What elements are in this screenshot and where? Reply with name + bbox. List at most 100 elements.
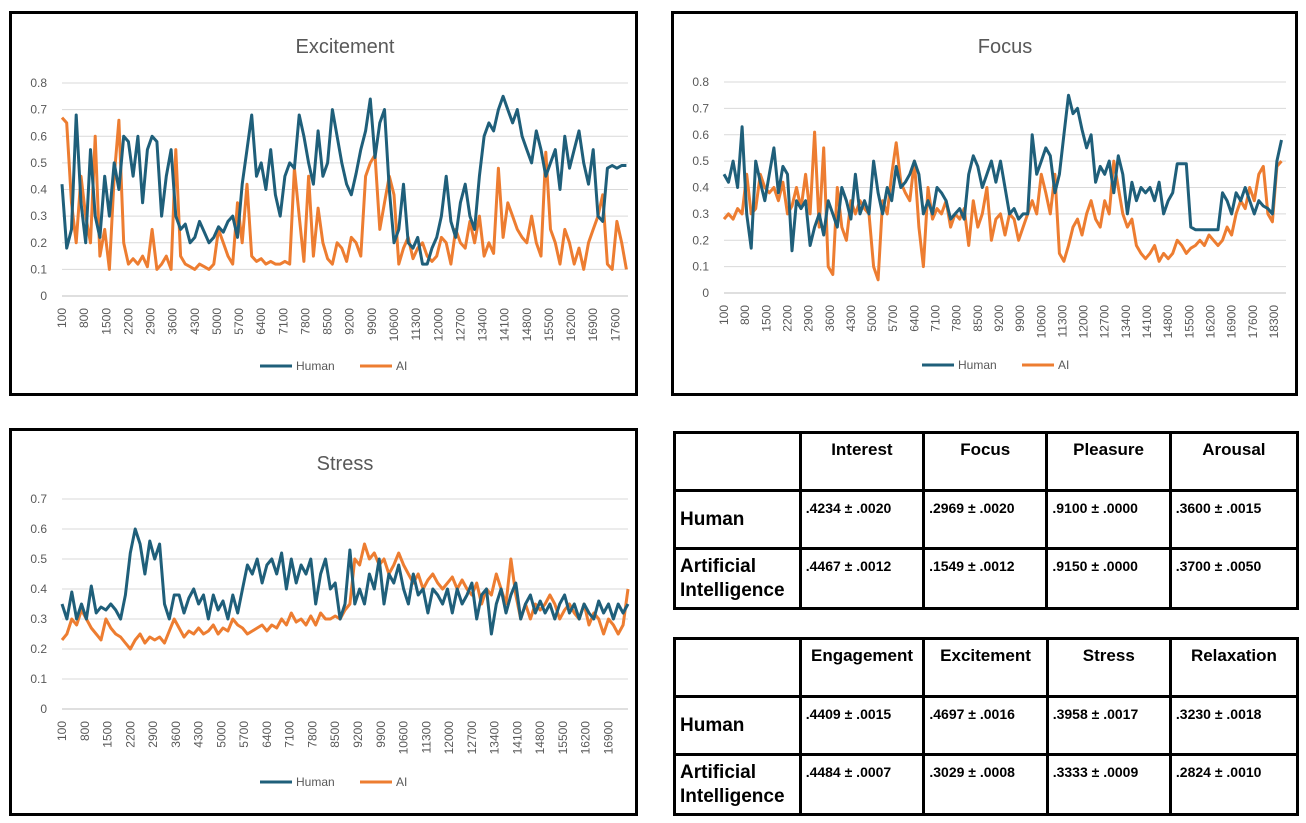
table-row: Artificial Intelligence .4484 ± .0007 .3… [673, 753, 1300, 816]
x-tick-label: 16900 [586, 308, 600, 342]
x-tick-label: 14800 [520, 308, 534, 342]
table-cell: .4484 ± .0007 [798, 753, 926, 816]
x-tick-label: 4300 [844, 305, 858, 332]
focus-chart-panel: Focus 0 0.1 0.2 0.3 0.4 0.5 0.6 0.7 0.8 100 800 1500… [671, 11, 1298, 396]
x-tick-label: 7100 [283, 721, 297, 748]
x-tick-label: 14100 [498, 308, 512, 342]
x-tick-label: 6400 [260, 721, 274, 748]
x-tick-label: 14100 [1140, 305, 1154, 339]
x-tick-label: 13400 [488, 721, 502, 755]
y-tick-label: 0.7 [30, 492, 47, 506]
table-row: Human .4234 ± .0020 .2969 ± .0020 .9100 … [673, 489, 1300, 550]
y-tick-label: 0.8 [30, 76, 47, 90]
x-tick-label: 13400 [476, 308, 490, 342]
focus-chart: Focus 0 0.1 0.2 0.3 0.4 0.5 0.6 0.7 0.8 100 800 1500… [692, 36, 1286, 372]
table-header-cell: Stress [1045, 637, 1172, 698]
legend-label: AI [1058, 358, 1069, 372]
y-tick-label: 0.1 [30, 262, 47, 276]
table-header-cell: Engagement [798, 637, 926, 698]
stats-table-2: Engagement Excitement Stress Relaxation … [673, 637, 1300, 816]
table-header-cell: Interest [798, 431, 926, 492]
x-tick-label: 7800 [298, 308, 312, 335]
table-header-row: Engagement Excitement Stress Relaxation [673, 637, 1300, 698]
series-line-human [722, 93, 1283, 253]
x-tick-label: 14100 [510, 721, 524, 755]
table-cell: .3333 ± .0009 [1045, 753, 1172, 816]
table-cell: .4697 ± .0016 [922, 695, 1049, 756]
x-tick-label: 10600 [397, 721, 411, 755]
x-tick-label: 9900 [365, 308, 379, 335]
legend-label: Human [958, 358, 997, 372]
x-tick-label: 9900 [374, 721, 388, 748]
x-tick-label: 2900 [802, 305, 816, 332]
y-tick-label: 0.7 [30, 103, 47, 117]
x-tick-label: 100 [717, 305, 731, 325]
row-label: Artificial Intelligence [673, 547, 802, 610]
y-tick-label: 0.2 [692, 233, 709, 247]
y-tick-label: 0.2 [30, 236, 47, 250]
x-tick-label: 14800 [1161, 305, 1175, 339]
chart-title: Stress [317, 453, 374, 475]
y-tick-label: 0.4 [692, 181, 709, 195]
x-tick-label: 15500 [556, 721, 570, 755]
x-tick-label: 12000 [431, 308, 445, 342]
x-tick-label: 5700 [886, 305, 900, 332]
table-row: Artificial Intelligence .4467 ± .0012 .1… [673, 547, 1300, 610]
x-tick-label: 16200 [564, 308, 578, 342]
x-tick-label: 17600 [608, 308, 622, 342]
x-tick-label: 5000 [210, 308, 224, 335]
y-tick-label: 0.3 [692, 207, 709, 221]
x-tick-label: 16200 [579, 721, 593, 755]
x-tick-label: 11300 [1055, 305, 1069, 338]
x-tick-label: 1500 [99, 308, 113, 335]
y-tick-label: 0.5 [30, 552, 47, 566]
x-tick-label: 9200 [351, 721, 365, 748]
table-header-cell: Relaxation [1168, 637, 1300, 698]
x-tick-label: 10600 [387, 308, 401, 342]
table-cell: .3230 ± .0018 [1168, 695, 1300, 756]
table-header-cell: Arousal [1168, 431, 1300, 492]
legend-label: AI [396, 359, 407, 373]
x-tick-label: 2900 [146, 721, 160, 748]
x-tick-label: 12000 [1077, 305, 1091, 339]
x-tick-label: 800 [78, 721, 92, 741]
table-cell: .4234 ± .0020 [798, 489, 926, 550]
y-tick-label: 0.6 [30, 129, 47, 143]
stress-chart: Stress 0 0.1 0.2 0.3 0.4 0.5 0.6 0.7 100 800 1500 22… [30, 453, 630, 789]
x-tick-label: 16900 [601, 721, 615, 755]
y-tick-label: 0.7 [692, 101, 709, 115]
x-tick-label: 9200 [343, 308, 357, 335]
x-tick-label: 9200 [992, 305, 1006, 332]
x-tick-label: 6400 [254, 308, 268, 335]
y-tick-label: 0.1 [692, 260, 709, 274]
y-tick-label: 0.2 [30, 642, 47, 656]
x-tick-label: 17600 [1246, 305, 1260, 339]
row-label: Human [673, 695, 802, 756]
table-header-cell: Focus [922, 431, 1049, 492]
legend-label: AI [396, 775, 407, 789]
table-cell: .2824 ± .0010 [1168, 753, 1300, 816]
x-tick-label: 8500 [328, 721, 342, 748]
y-tick-label: 0 [702, 286, 709, 300]
table-header-row: Interest Focus Pleasure Arousal [673, 431, 1300, 492]
stress-chart-panel: Stress 0 0.1 0.2 0.3 0.4 0.5 0.6 0.7 100 800 1500 22… [9, 428, 638, 816]
x-tick-label: 7800 [305, 721, 319, 748]
x-tick-label: 14800 [533, 721, 547, 755]
x-tick-label: 5700 [232, 308, 246, 335]
x-tick-label: 3600 [166, 308, 180, 335]
excitement-chart: Excitement 0 0.1 0.2 0.3 0.4 0.5 0.6 0.7 0.8 100 80… [30, 36, 628, 373]
x-tick-label: 11300 [419, 721, 433, 754]
x-tick-label: 2200 [123, 721, 137, 748]
x-tick-label: 800 [77, 308, 91, 328]
x-tick-label: 4300 [188, 308, 202, 335]
y-tick-label: 0.4 [30, 582, 47, 596]
series-line-human [60, 527, 630, 636]
table-header-cell: Pleasure [1045, 431, 1172, 492]
series-line-human [60, 94, 627, 266]
x-tick-label: 1500 [101, 721, 115, 748]
x-tick-label: 800 [738, 305, 752, 325]
y-tick-label: 0.5 [692, 154, 709, 168]
x-tick-label: 8500 [971, 305, 985, 332]
x-tick-label: 9900 [1013, 305, 1027, 332]
x-tick-label: 4300 [192, 721, 206, 748]
